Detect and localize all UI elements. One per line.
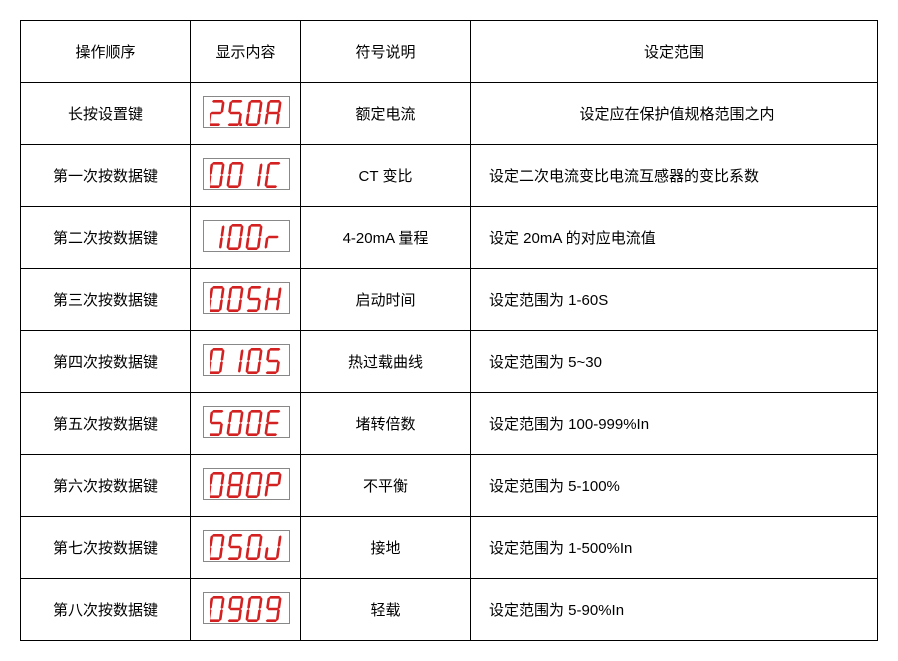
op-cell: 第四次按数据键 <box>21 331 191 393</box>
led-display <box>203 282 290 314</box>
symbol-cell: 启动时间 <box>301 269 471 331</box>
symbol-cell: 轻载 <box>301 579 471 641</box>
table-row: 长按设置键 额定电流设定应在保护值规格范围之内 <box>21 83 878 145</box>
op-cell: 第六次按数据键 <box>21 455 191 517</box>
symbol-cell: 热过载曲线 <box>301 331 471 393</box>
range-cell: 设定范围为 5-90%In <box>471 579 878 641</box>
op-cell: 第五次按数据键 <box>21 393 191 455</box>
op-cell: 长按设置键 <box>21 83 191 145</box>
table-row: 第三次按数据键 启动时间设定范围为 1-60S <box>21 269 878 331</box>
display-cell <box>191 393 301 455</box>
display-cell <box>191 455 301 517</box>
symbol-cell: 不平衡 <box>301 455 471 517</box>
table-row: 第五次按数据键 堵转倍数设定范围为 100-999%In <box>21 393 878 455</box>
op-cell: 第三次按数据键 <box>21 269 191 331</box>
led-display <box>203 96 290 128</box>
header-sym: 符号说明 <box>301 21 471 83</box>
led-display <box>203 344 290 376</box>
table-row: 第二次按数据键 4-20mA 量程设定 20mA 的对应电流值 <box>21 207 878 269</box>
op-cell: 第七次按数据键 <box>21 517 191 579</box>
range-cell: 设定范围为 1-60S <box>471 269 878 331</box>
range-cell: 设定范围为 100-999%In <box>471 393 878 455</box>
symbol-cell: 4-20mA 量程 <box>301 207 471 269</box>
display-cell <box>191 83 301 145</box>
symbol-cell: 堵转倍数 <box>301 393 471 455</box>
table-row: 第一次按数据键 CT 变比设定二次电流变比电流互感器的变比系数 <box>21 145 878 207</box>
table-row: 第四次按数据键 热过载曲线设定范围为 5~30 <box>21 331 878 393</box>
led-display <box>203 468 290 500</box>
header-op: 操作顺序 <box>21 21 191 83</box>
header-row: 操作顺序 显示内容 符号说明 设定范围 <box>21 21 878 83</box>
range-cell: 设定应在保护值规格范围之内 <box>471 83 878 145</box>
symbol-cell: 接地 <box>301 517 471 579</box>
range-cell: 设定二次电流变比电流互感器的变比系数 <box>471 145 878 207</box>
range-cell: 设定范围为 5~30 <box>471 331 878 393</box>
table-row: 第八次按数据键 轻载设定范围为 5-90%In <box>21 579 878 641</box>
display-cell <box>191 331 301 393</box>
table-row: 第六次按数据键 不平衡设定范围为 5-100% <box>21 455 878 517</box>
settings-table: 操作顺序 显示内容 符号说明 设定范围 长按设置键 额定电流设定应在保护值规格范围… <box>20 20 878 641</box>
led-display <box>203 406 290 438</box>
display-cell <box>191 145 301 207</box>
led-display <box>203 530 290 562</box>
table-row: 第七次按数据键 接地设定范围为 1-500%In <box>21 517 878 579</box>
display-cell <box>191 517 301 579</box>
op-cell: 第八次按数据键 <box>21 579 191 641</box>
led-display <box>203 158 290 190</box>
header-range: 设定范围 <box>471 21 878 83</box>
header-disp: 显示内容 <box>191 21 301 83</box>
display-cell <box>191 269 301 331</box>
op-cell: 第一次按数据键 <box>21 145 191 207</box>
symbol-cell: 额定电流 <box>301 83 471 145</box>
range-cell: 设定范围为 5-100% <box>471 455 878 517</box>
range-cell: 设定 20mA 的对应电流值 <box>471 207 878 269</box>
display-cell <box>191 579 301 641</box>
symbol-cell: CT 变比 <box>301 145 471 207</box>
led-display <box>203 592 290 624</box>
op-cell: 第二次按数据键 <box>21 207 191 269</box>
led-display <box>203 220 290 252</box>
display-cell <box>191 207 301 269</box>
range-cell: 设定范围为 1-500%In <box>471 517 878 579</box>
